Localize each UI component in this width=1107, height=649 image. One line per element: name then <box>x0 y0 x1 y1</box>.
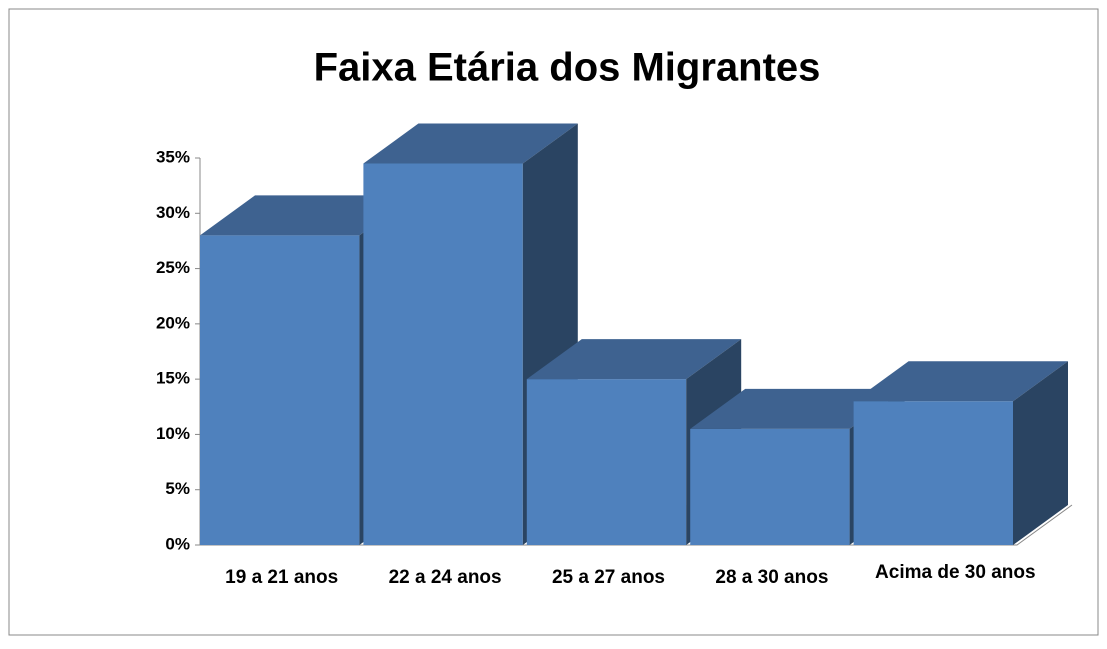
x-tick-label: Acima de 30 anos <box>875 562 1036 583</box>
y-tick-label: 30% <box>156 203 190 222</box>
bar-side <box>1013 361 1068 545</box>
y-tick-label: 15% <box>156 369 190 388</box>
y-tick-label: 5% <box>165 479 190 498</box>
bar-top <box>853 361 1068 402</box>
y-tick-label: 25% <box>156 258 190 277</box>
bar-front <box>853 401 1013 545</box>
x-tick-label: 28 a 30 anos <box>715 567 828 588</box>
bar-top <box>200 195 415 236</box>
bar-front <box>363 163 523 545</box>
x-tick-label: 22 a 24 anos <box>389 567 502 588</box>
bar <box>853 361 1068 545</box>
bar-top <box>526 339 742 380</box>
bar-front <box>690 428 850 545</box>
bar-front <box>200 235 360 545</box>
y-tick-label: 35% <box>156 147 190 166</box>
bar-top <box>690 388 905 429</box>
y-tick-label: 20% <box>156 313 190 332</box>
y-tick-label: 10% <box>156 424 190 443</box>
bar-top <box>363 123 578 164</box>
bar-front <box>526 379 687 545</box>
x-tick-label: 19 a 21 anos <box>225 567 338 588</box>
y-tick-label: 0% <box>165 534 190 553</box>
x-tick-label: 25 a 27 anos <box>552 567 665 588</box>
chart-title: Faixa Etária dos Migrantes <box>314 46 821 90</box>
